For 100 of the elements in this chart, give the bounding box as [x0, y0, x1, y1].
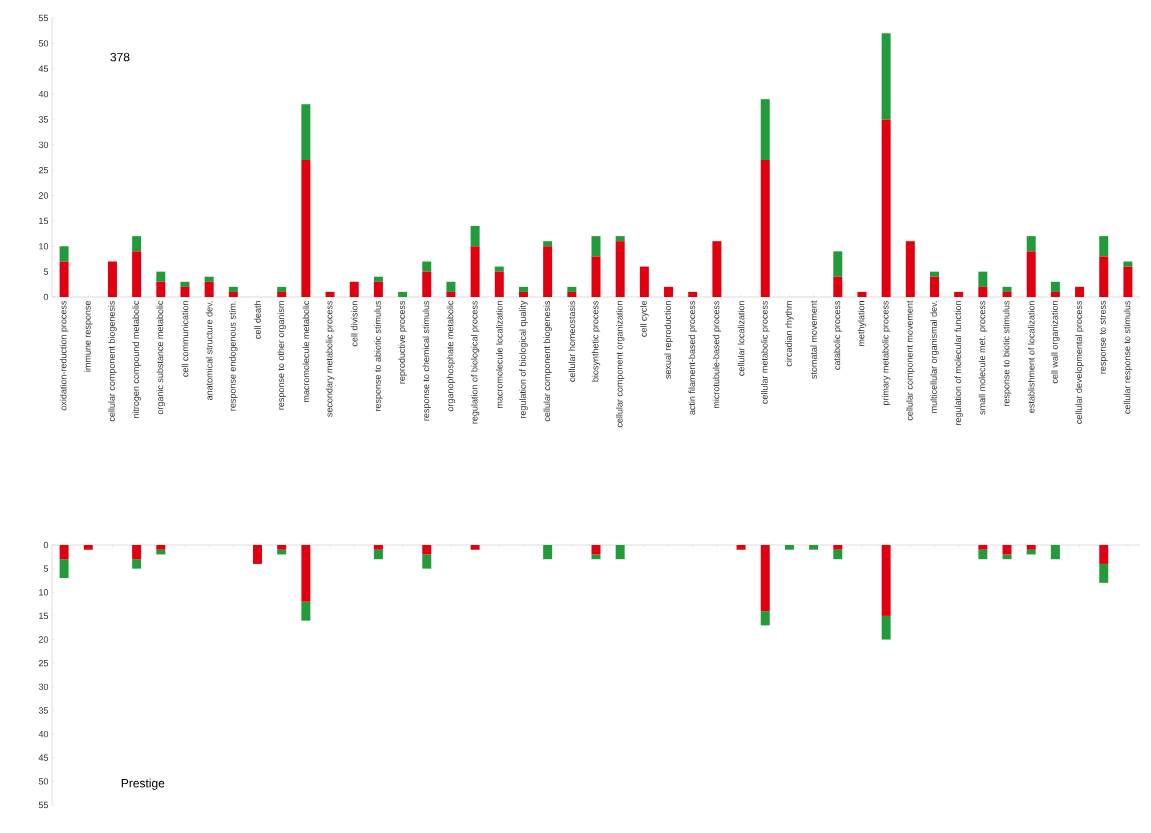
bar: [1075, 286, 1085, 297]
x-tick-label: stomatal movement: [810, 300, 817, 379]
bar: [373, 276, 383, 282]
bar: [204, 281, 214, 297]
bar: [373, 545, 383, 550]
x-tick-label: cell wall organization: [1051, 301, 1060, 384]
bar: [881, 615, 891, 640]
bar: [180, 286, 190, 297]
y-tick-label: 20: [38, 192, 49, 199]
x-tick-label: response to biotic stimulus: [1002, 300, 1012, 406]
bar: [615, 241, 625, 297]
bar: [929, 276, 939, 297]
bar: [494, 271, 504, 297]
bar: [1050, 281, 1060, 292]
x-tick-label: response endogenous stim.: [229, 301, 238, 411]
bar: [543, 246, 553, 297]
x-tick-label: biosynthetic process: [591, 300, 601, 382]
x-tick-label: cellular developmental process: [1075, 300, 1084, 424]
y-tick-label: 35: [38, 116, 49, 123]
x-tick-label: regulation of biological quality: [519, 300, 528, 419]
y-tick-label: 50: [38, 40, 49, 47]
bar: [784, 545, 794, 550]
x-tick-label: cell death: [254, 301, 261, 339]
bar: [760, 611, 770, 626]
bar: [1002, 291, 1012, 297]
bar: [1050, 291, 1060, 297]
x-tick-label: circadian rhythm: [785, 301, 794, 367]
bar: [881, 33, 891, 120]
y-tick-label: 0: [43, 293, 49, 301]
bar: [543, 545, 553, 560]
y-tick-label: 35: [38, 707, 49, 714]
bar: [132, 559, 142, 569]
x-tick-label: nitrogen compound metabolic: [132, 300, 141, 419]
bar: [1123, 266, 1133, 297]
bar: [470, 545, 480, 550]
x-tick-label: cellular component movement: [906, 300, 915, 421]
bar: [301, 545, 311, 602]
y-tick-label: 50: [38, 778, 49, 785]
y-tick-label: 45: [38, 65, 49, 72]
bar: [156, 271, 166, 282]
bar: [567, 286, 577, 292]
y-tick-label: 55: [38, 801, 49, 809]
bar: [1026, 251, 1036, 297]
x-tick-label: small molecule met. process: [978, 300, 988, 415]
bar: [277, 545, 287, 550]
x-tick-label: organic substance metabolic: [156, 300, 165, 415]
x-tick-label: multicellular organismal dev.: [930, 301, 939, 413]
bar: [712, 241, 722, 297]
y-tick-label: 10: [39, 243, 49, 250]
bar: [905, 241, 915, 297]
bar: [132, 236, 142, 252]
x-tick-label: primary metabolic process: [881, 300, 891, 405]
x-tick-label: microtubule-based process: [712, 300, 722, 408]
x-tick-label: catabolic process: [833, 300, 842, 370]
y-tick-label: 55: [38, 14, 49, 22]
bar: [1002, 554, 1012, 560]
bar: [204, 276, 214, 282]
x-tick-label: macromolecule metabolic: [302, 300, 310, 402]
bar: [978, 271, 988, 287]
y-tick-label: 25: [38, 166, 49, 174]
bar: [228, 286, 238, 292]
bar: [301, 160, 311, 297]
y-tick-label: 5: [43, 268, 49, 275]
bar: [59, 261, 69, 297]
bar: [446, 281, 456, 292]
bar: [325, 291, 335, 297]
bar: [373, 549, 383, 560]
x-tick-label: cellular component biogenesis: [543, 300, 552, 422]
bar: [543, 241, 553, 247]
bar: [1002, 545, 1012, 555]
bar: [1099, 256, 1109, 297]
bar: [132, 545, 142, 560]
x-tick-label: cellular homeostasis: [568, 300, 576, 382]
bar: [591, 236, 601, 257]
x-tick-label: anatomical structure dev.: [205, 301, 213, 401]
x-tick-label: cellular localization: [737, 301, 745, 376]
bar: [277, 286, 287, 292]
bar: [494, 266, 504, 272]
bar: [615, 236, 625, 242]
bar: [1099, 563, 1109, 583]
bar: [1123, 261, 1133, 267]
bar: [180, 281, 190, 287]
y-tick-label: 40: [38, 730, 49, 738]
x-tick-label: cellular component biogenesis: [108, 300, 117, 422]
x-tick-label: response to other organism: [277, 301, 286, 410]
bar: [591, 256, 601, 297]
bar: [978, 286, 988, 297]
y-tick-label: 20: [38, 636, 49, 643]
x-tick-label: secondary metabolic process: [325, 300, 335, 417]
bar: [833, 276, 843, 297]
bar: [398, 291, 408, 297]
bar: [518, 291, 528, 297]
bar: [156, 281, 166, 297]
y-tick-label: 10: [39, 589, 49, 596]
bar: [83, 545, 93, 550]
bar: [591, 554, 601, 560]
bar: [470, 225, 480, 247]
y-tick-label: 15: [39, 612, 49, 620]
bar: [639, 266, 649, 297]
bar: [1050, 545, 1060, 560]
